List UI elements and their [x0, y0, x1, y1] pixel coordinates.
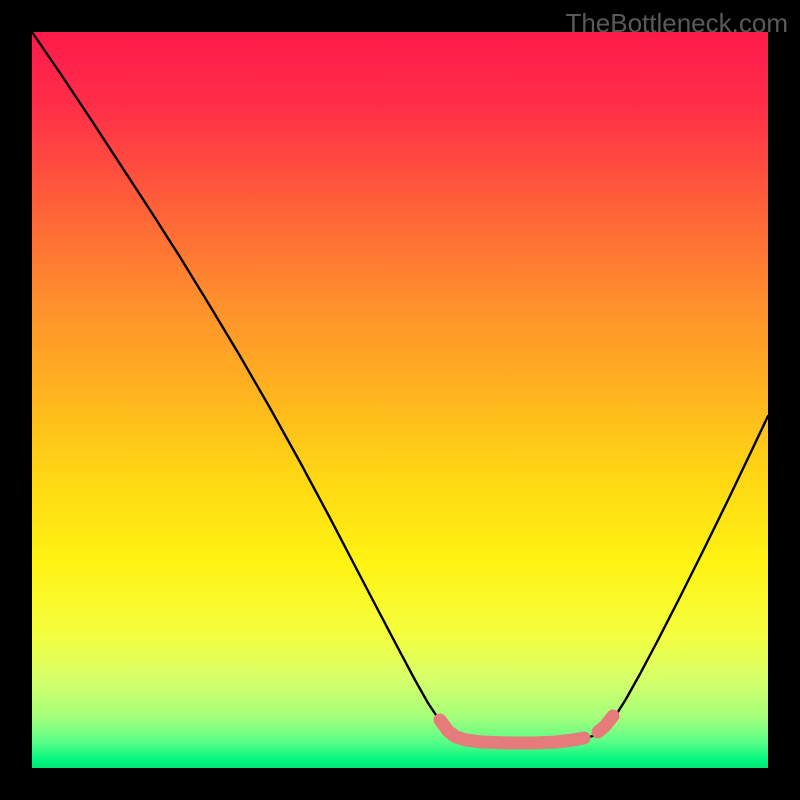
chart-stage: TheBottleneck.com	[0, 0, 800, 800]
plot-background	[32, 32, 768, 768]
bottleneck-chart	[0, 0, 800, 800]
watermark-text: TheBottleneck.com	[565, 8, 788, 39]
